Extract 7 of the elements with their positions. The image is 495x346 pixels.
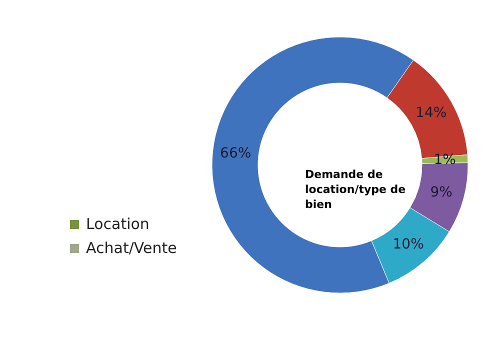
data-label: 66% [220, 146, 252, 162]
data-label: 14% [416, 104, 447, 121]
data-label: 9% [430, 184, 452, 201]
data-label: 10% [392, 236, 424, 253]
text: Demande de location/type de bien [305, 168, 406, 211]
text: Location [86, 215, 150, 233]
text: Achat/Vente [86, 239, 177, 257]
